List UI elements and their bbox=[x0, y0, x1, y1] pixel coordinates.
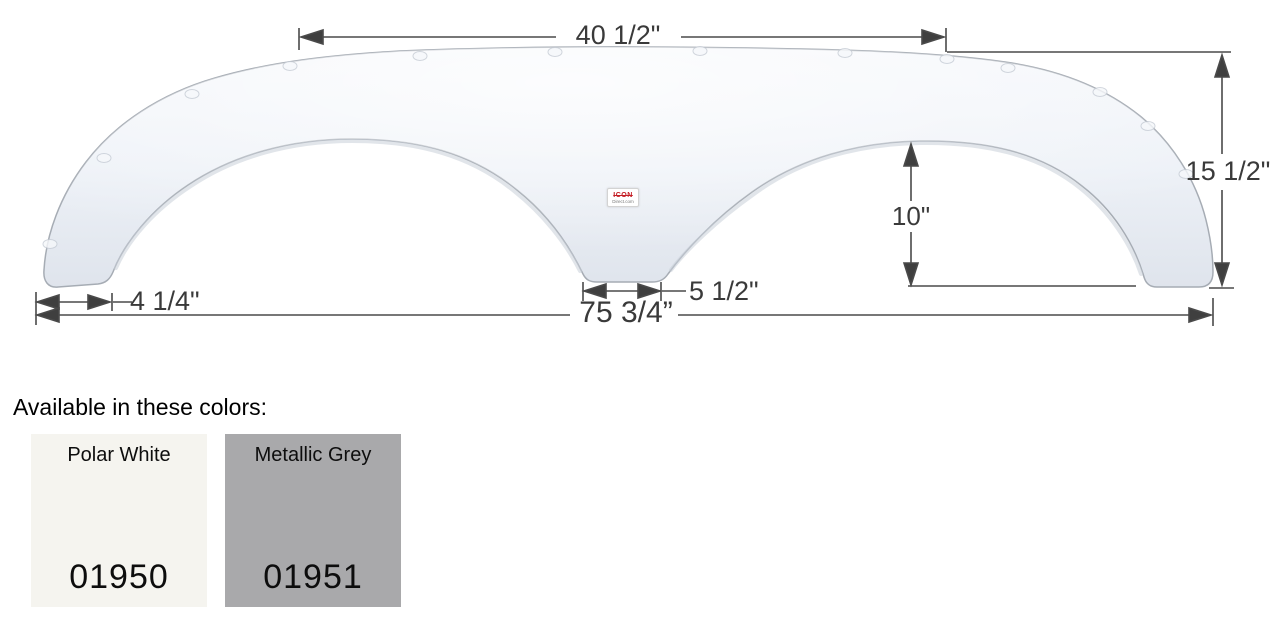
fender-body bbox=[42, 46, 1214, 288]
swatch-metallic-grey: Metallic Grey 01951 bbox=[225, 434, 401, 607]
arrowhead-right-icon bbox=[637, 282, 663, 300]
color-swatch-row: Polar White 01950 Metallic Grey 01951 bbox=[31, 434, 401, 607]
arrowhead-up-icon bbox=[1213, 52, 1231, 78]
arrowhead-down-icon bbox=[902, 262, 920, 288]
arrowhead-left-icon bbox=[34, 293, 60, 311]
swatch-name: Polar White bbox=[67, 444, 171, 466]
arrowhead-left-icon bbox=[34, 306, 60, 324]
dim-center-tab-lines bbox=[581, 282, 686, 301]
fender-sheen bbox=[43, 46, 1214, 288]
dim-label-overall-width: 75 3/4” bbox=[579, 296, 673, 329]
dim-top-width-lines bbox=[298, 28, 947, 52]
icon-logo-subtext: Direct.com bbox=[612, 198, 634, 204]
swatch-part-number: 01951 bbox=[263, 558, 363, 596]
icon-brand-sticker: ICON Direct.com bbox=[607, 188, 639, 207]
swatch-name: Metallic Grey bbox=[254, 444, 372, 466]
arrowhead-left-icon bbox=[581, 282, 607, 300]
arrowhead-down-icon bbox=[1213, 262, 1231, 288]
dim-left-end-lines bbox=[34, 292, 132, 325]
icon-logo-text: ICON bbox=[613, 191, 633, 199]
left-arch-shading bbox=[114, 138, 582, 273]
available-colors-heading: Available in these colors: bbox=[13, 394, 267, 420]
dim-label-arch-height: 10" bbox=[891, 201, 931, 231]
arrowhead-left-icon bbox=[298, 28, 324, 46]
arrowhead-right-icon bbox=[921, 28, 947, 46]
dim-label-left-end-width: 4 1/4" bbox=[130, 286, 200, 316]
fender-diagram bbox=[34, 28, 1234, 326]
dim-right-height-lines bbox=[947, 51, 1234, 289]
right-arch-shading bbox=[669, 140, 1143, 276]
arrowhead-right-icon bbox=[87, 293, 113, 311]
dim-label-top-width: 40 1/2" bbox=[575, 20, 661, 50]
swatch-polar-white: Polar White 01950 bbox=[31, 434, 207, 607]
arrowhead-right-icon bbox=[1188, 306, 1214, 324]
mounting-dimples bbox=[42, 46, 1194, 249]
arrowhead-up-icon bbox=[902, 141, 920, 167]
dim-arch-height-lines bbox=[902, 141, 1136, 288]
swatch-part-number: 01950 bbox=[69, 558, 169, 596]
dim-label-center-tab-width: 5 1/2" bbox=[689, 276, 759, 306]
dim-label-right-height: 15 1/2" bbox=[1185, 156, 1271, 186]
dim-overall-width-lines bbox=[34, 298, 1214, 326]
